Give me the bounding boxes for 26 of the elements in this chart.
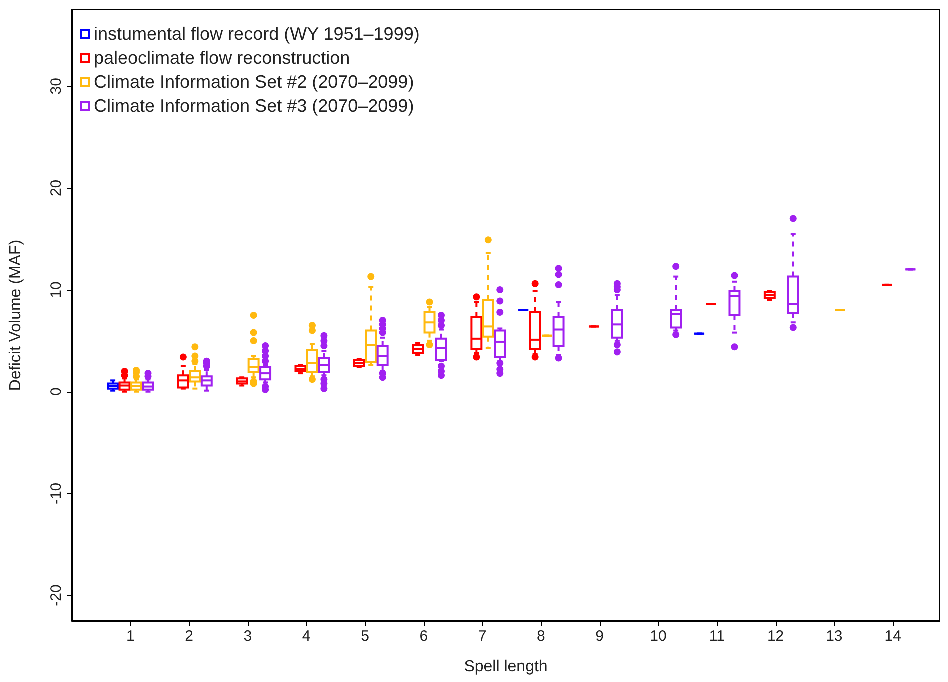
x-tick-label: 10 [650,628,667,645]
x-tick-label: 12 [767,628,784,645]
x-tick-label: 14 [884,628,902,645]
x-tick-label: 1 [126,628,135,645]
y-tick-label: 30 [48,78,65,95]
x-tick-label: 2 [185,628,194,645]
legend-label: instumental flow record (WY 1951–1999) [94,24,420,44]
y-axis-title: Deficit Volume (MAF) [8,240,24,392]
y-tick-label: -10 [48,482,65,505]
x-tick-label: 3 [244,628,252,645]
x-tick-label: 6 [420,628,428,645]
x-tick-label: 8 [537,628,546,645]
legend-label: Climate Information Set #2 (2070–2099) [94,72,414,92]
legend-label: Climate Information Set #3 (2070–2099) [94,96,414,116]
x-tick-label: 11 [709,628,725,645]
x-axis-title: Spell length [464,658,548,676]
x-tick-label: 13 [826,628,843,645]
y-tick-label: 0 [48,388,65,396]
legend-label: paleoclimate flow reconstruction [94,48,350,68]
y-tick-label: 10 [48,282,65,298]
x-tick-label: 5 [361,628,370,645]
x-tick-label: 4 [302,628,311,645]
x-tick-label: 9 [596,628,604,645]
x-tick-label: 7 [478,628,487,645]
y-tick-label: -20 [48,584,65,606]
y-tick-label: 20 [48,180,65,197]
